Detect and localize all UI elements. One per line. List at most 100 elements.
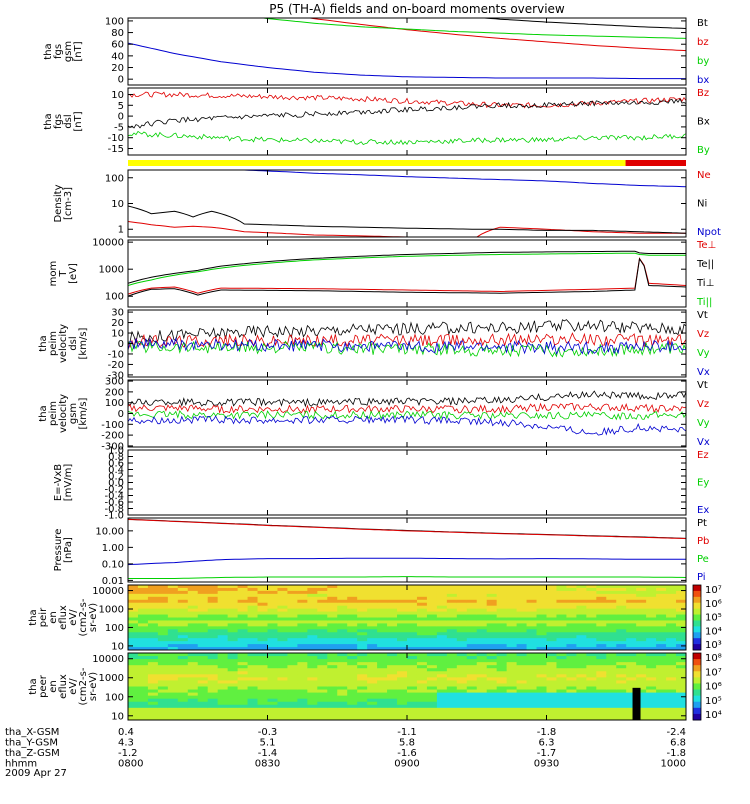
spectrogram-cell [207,659,219,663]
spectrogram-cell [426,632,438,636]
spectrogram-cell [387,608,398,613]
spectrogram-cell [536,659,547,663]
spectrogram-cell [387,692,398,697]
spectrogram-cell [556,668,567,672]
spectrogram-cell [187,587,199,592]
series-line-ne [128,221,686,237]
spectrogram-cell [177,686,189,691]
spectrogram-cell [337,590,348,595]
spectrogram-cell [307,629,318,633]
colorbar-swatch [693,695,701,703]
spectrogram-cell [466,674,478,678]
colorbar-swatch [693,620,701,627]
spectrogram-cell [596,710,607,715]
spectrogram-cell [606,638,617,642]
spectrogram-cell [666,602,677,607]
spectrogram-cell [387,638,398,642]
spectrogram-cell [407,644,418,648]
spectrogram-cell [486,620,498,624]
spectrogram-cell [397,680,408,684]
spectrogram-cell [187,599,199,604]
spectrogram-cell [407,635,418,639]
spectrogram-cell [576,707,587,712]
spectrogram-cell [656,585,667,589]
spectrogram-cell [426,623,438,627]
spectrogram-cell [596,617,607,621]
spectrogram-cell [247,605,259,610]
spectrogram-cell [426,713,438,718]
spectrogram-cell [128,716,139,720]
spectrogram-cell [277,662,288,666]
spectrogram-cell [546,662,557,666]
spectrogram-cell [596,638,607,642]
spectrogram-cell [177,617,189,621]
spectrogram-cell [367,596,378,601]
spectrogram-cell [227,710,239,715]
spectrogram-cell [636,611,647,616]
spectrogram-cell [606,620,617,624]
spectrogram-cell [426,677,438,681]
spectrogram-cell [167,704,179,709]
spectrogram-cell [596,635,607,639]
spectrogram-cell [466,680,478,684]
spectrogram-cell [506,686,518,691]
spectrogram-cell [128,662,139,666]
spectrogram-cell [227,632,239,636]
spectrogram-cell [347,671,358,675]
spectrogram-cell [217,671,229,675]
spectrogram-cell [556,713,567,718]
spectrogram-cell [456,713,468,718]
spectrogram-cell [526,635,538,639]
spectrogram-cell [436,638,448,642]
spectrogram-cell [277,599,288,604]
spectrogram-cell [207,644,219,648]
spectrogram-cell [397,644,408,648]
spectrogram-cell [546,653,557,657]
spectrogram-cell [397,716,408,720]
series-group-density [128,170,686,237]
spectrogram-cell [416,638,428,642]
spectrogram-cell [486,698,498,703]
spectrogram-cell [327,680,338,684]
spectrogram-cell [476,623,488,627]
series-line-by [259,18,686,39]
spectrogram-cell [446,671,458,675]
spectrogram-cell [357,635,368,639]
spectrogram-cell [656,593,667,598]
spectrogram-cell [187,590,199,595]
spectrogram-cell [506,677,518,681]
spectrogram-cell [486,617,498,621]
spectrogram-cell [207,671,219,675]
spectrogram-cell [307,716,318,720]
spectrogram-cell [536,590,547,595]
spectrogram-cell [676,605,686,610]
spectrogram-cell [327,653,338,657]
spectrogram-cell [397,647,408,650]
spectrogram-cell [646,611,657,616]
spectrogram-cell [277,641,288,645]
spectrogram-cell [476,638,488,642]
spectrogram-cell [327,713,338,718]
spectrogram-cell [157,674,169,678]
spectrogram-cell [646,674,657,678]
spectrogram-cell [267,653,278,657]
spectrogram-cell [227,683,239,687]
spectrogram-cell [237,585,249,589]
spectrogram-cell [257,632,268,636]
spectrogram-cell [576,653,587,657]
spectrogram-cell [357,668,368,672]
spectrogram-cell [267,590,278,595]
spectrogram-cell [676,620,686,624]
spectrogram-cell [197,698,209,703]
spectrogram-cell [586,683,597,687]
spectrogram-cell [247,665,259,669]
spectrogram-cell [207,680,219,684]
y-axis-label: (cm2-s- [78,598,89,636]
spectrogram-cell [247,704,259,709]
spectrogram-cell [636,683,647,687]
spectrogram-cell [656,662,667,666]
spectrogram-cell [257,668,268,672]
